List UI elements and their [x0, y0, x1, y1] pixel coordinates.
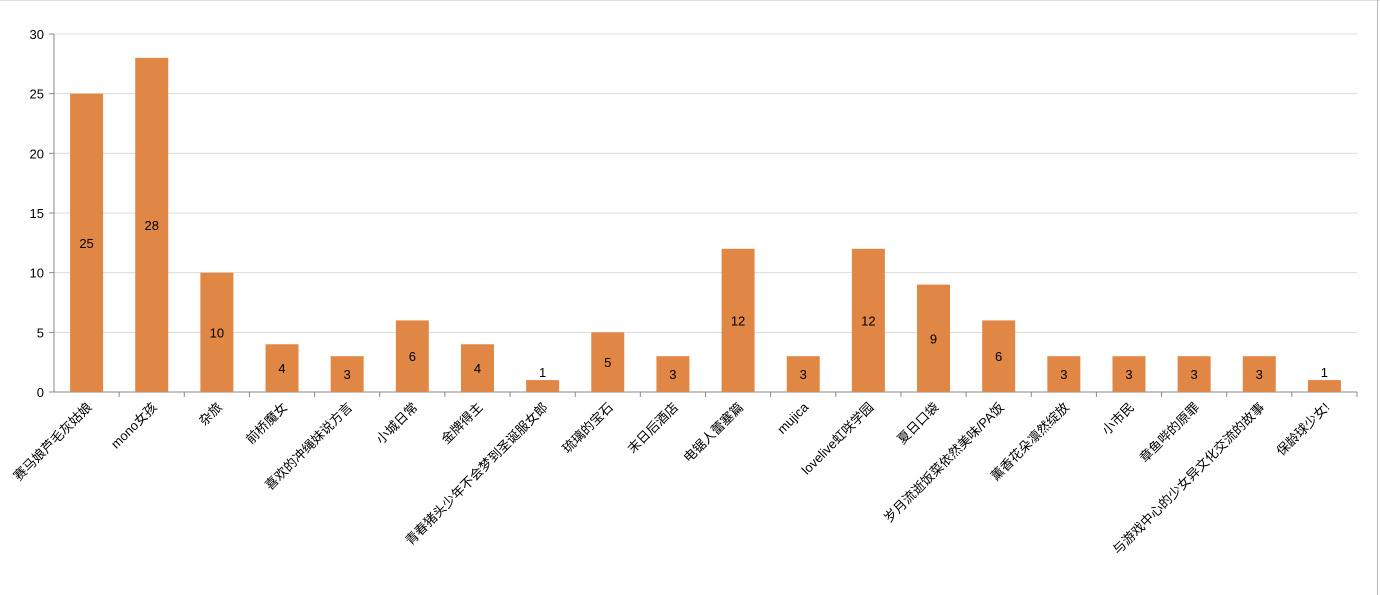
bar: [330, 356, 364, 392]
data-label: 9: [930, 331, 937, 346]
data-label: 4: [474, 361, 481, 376]
data-label: 1: [1321, 365, 1328, 380]
x-tick-label: 前桥魔女: [243, 400, 290, 447]
data-label: 6: [995, 349, 1002, 364]
data-label: 3: [1060, 367, 1067, 382]
y-tick-label: 0: [37, 385, 44, 400]
data-label: 5: [604, 355, 611, 370]
x-tick-label: 小城日常: [373, 400, 420, 447]
y-tick-label: 10: [30, 266, 44, 281]
x-tick-label: 末日后酒店: [624, 400, 681, 457]
bar: [656, 356, 690, 392]
data-label: 4: [278, 361, 285, 376]
x-tick-label: 保龄球少女!: [1273, 400, 1332, 459]
y-tick-label: 25: [30, 87, 44, 102]
bar: [1112, 356, 1146, 392]
bar: [721, 248, 755, 392]
x-tick-label: mujica: [774, 399, 812, 437]
data-label: 6: [409, 349, 416, 364]
data-label: 3: [1125, 367, 1132, 382]
data-label: 10: [210, 325, 224, 340]
bar: [526, 380, 560, 392]
x-tick-label: mono女孩: [108, 400, 160, 452]
data-label: 3: [1191, 367, 1198, 382]
x-tick-label: 赛马娘芦毛灰姑娘: [11, 400, 95, 484]
x-tick-label: 章鱼哔的原罪: [1136, 400, 1202, 466]
data-label: 3: [1256, 367, 1263, 382]
data-label: 12: [861, 313, 875, 328]
x-tick-label: 琉璃的宝石: [559, 400, 616, 457]
bar: [591, 332, 625, 392]
y-tick-label: 20: [30, 146, 44, 161]
data-label: 28: [144, 218, 158, 233]
x-tick-label: 杂旅: [196, 400, 225, 429]
x-tick-label: 金牌得主: [438, 400, 485, 447]
y-tick-label: 5: [37, 325, 44, 340]
top-border: [0, 0, 1380, 1]
x-tick-label: 青春猪头少年不会梦到圣诞服女郎: [402, 400, 551, 549]
y-tick-label: 30: [30, 27, 44, 42]
y-tick-label: 15: [30, 206, 44, 221]
right-border: [1377, 0, 1378, 595]
bar: [460, 344, 494, 392]
data-label: 3: [800, 367, 807, 382]
bar: [200, 272, 234, 392]
x-tick-label: 夏日口袋: [894, 400, 941, 447]
bar: [1307, 380, 1341, 392]
bar: [917, 284, 951, 392]
bar: [265, 344, 299, 392]
bar: [982, 320, 1016, 392]
bar: [1047, 356, 1081, 392]
bar: [1177, 356, 1211, 392]
data-label: 12: [731, 313, 745, 328]
bar: [135, 57, 169, 392]
x-tick-label: 小市民: [1099, 400, 1137, 438]
bar: [1242, 356, 1276, 392]
bar: [851, 248, 885, 392]
data-label: 3: [344, 367, 351, 382]
data-label: 25: [79, 236, 93, 251]
bar: [395, 320, 429, 392]
bar: [786, 356, 820, 392]
bar: [70, 93, 104, 393]
x-tick-label: 电锯人蕾塞篇: [680, 400, 746, 466]
data-label: 1: [539, 365, 546, 380]
x-tick-label: 岁月流逝饭菜依然美味/PA饭: [881, 400, 1007, 526]
data-label: 3: [669, 367, 676, 382]
